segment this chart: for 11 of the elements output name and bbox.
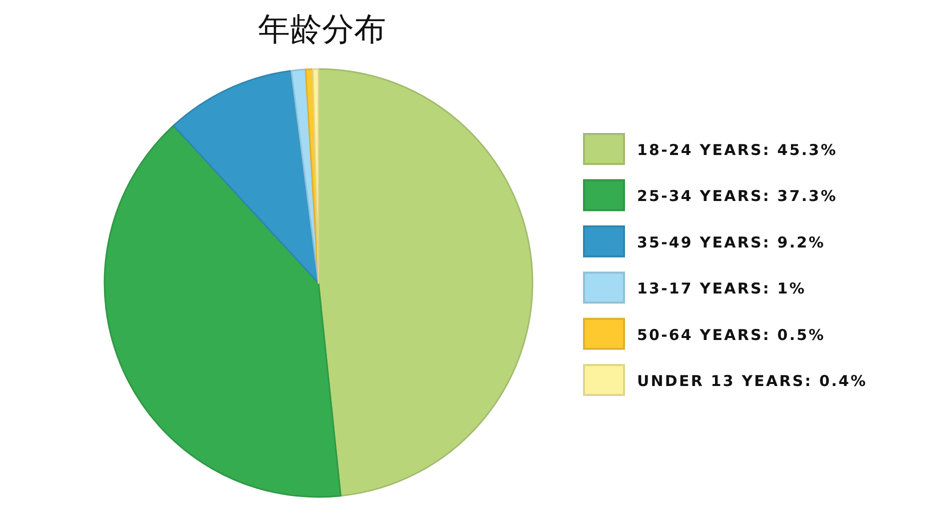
pie-slice xyxy=(318,68,533,497)
legend-label: UNDER 13 YEARS: 0.4% xyxy=(637,372,868,390)
pie-slice xyxy=(172,70,320,284)
pie-slice xyxy=(312,68,320,284)
legend-label: 13-17 YEARS: 1% xyxy=(637,280,806,298)
legend-label: 50-64 YEARS: 0.5% xyxy=(637,326,826,344)
chart-title: 年龄分布 xyxy=(258,10,386,48)
legend-label: 18-24 YEARS: 45.3% xyxy=(637,141,838,159)
pie-slice xyxy=(104,124,342,498)
legend-label: 25-34 YEARS: 37.3% xyxy=(637,187,838,206)
legend-label: 35-49 YEARS: 9.2% xyxy=(637,233,826,252)
